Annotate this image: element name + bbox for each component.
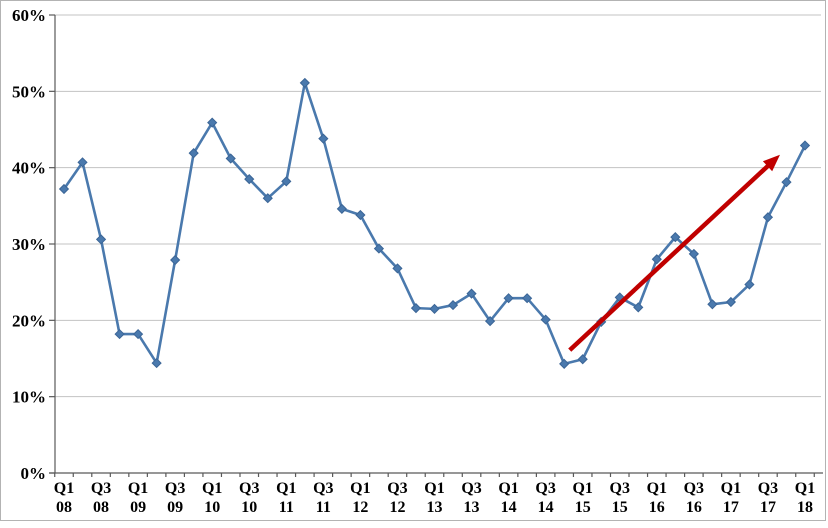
data-point-marker xyxy=(299,77,310,89)
data-point-marker xyxy=(132,328,144,340)
data-point-marker xyxy=(170,254,181,266)
data-point-marker xyxy=(207,117,218,128)
data-point-marker xyxy=(577,354,588,365)
data-point-marker xyxy=(151,357,162,369)
x-tick-label: 13 xyxy=(464,499,480,516)
data-point-marker xyxy=(633,302,644,313)
x-tick-label: Q3 xyxy=(239,480,259,497)
x-tick-label: Q1 xyxy=(498,480,518,497)
data-point-marker xyxy=(188,148,199,159)
data-point-marker xyxy=(58,183,70,195)
x-tick-label: 16 xyxy=(686,499,702,516)
x-tick-label: 15 xyxy=(612,499,628,516)
y-tick-label: 10% xyxy=(12,388,46,407)
trend-arrow-head xyxy=(762,154,780,172)
data-point-marker xyxy=(744,279,755,290)
data-point-marker xyxy=(503,293,514,304)
x-tick-label: Q3 xyxy=(758,480,778,497)
x-tick-label: 10 xyxy=(241,499,257,516)
x-tick-label: Q1 xyxy=(572,480,592,497)
data-point-marker xyxy=(225,153,236,164)
data-point-marker xyxy=(651,254,662,265)
data-point-marker xyxy=(559,358,570,369)
trend-arrow-shaft xyxy=(568,162,772,352)
y-tick-label: 40% xyxy=(12,159,46,178)
x-tick-label: 17 xyxy=(760,499,776,516)
x-tick-label: Q3 xyxy=(461,480,481,497)
series-line xyxy=(62,81,807,366)
data-point-marker xyxy=(781,177,792,188)
data-point-marker xyxy=(447,299,459,311)
data-point-marker xyxy=(466,288,477,299)
x-tick-label: 14 xyxy=(501,499,517,516)
data-point-marker xyxy=(707,299,718,310)
x-tick-label: Q1 xyxy=(795,480,815,497)
x-tick-label: Q1 xyxy=(647,480,667,497)
x-tick-label: Q1 xyxy=(202,480,222,497)
x-tick-label: Q1 xyxy=(424,480,444,497)
data-point-marker xyxy=(262,193,273,204)
x-tick-label: 11 xyxy=(279,499,294,516)
data-point-marker xyxy=(355,209,366,221)
x-tick-label: 10 xyxy=(204,499,220,516)
data-point-marker xyxy=(670,232,681,243)
x-tick-label: Q3 xyxy=(535,480,555,497)
x-tick-label: Q3 xyxy=(313,480,333,497)
y-tick-label: 60% xyxy=(12,6,46,25)
x-tick-label: 13 xyxy=(427,499,443,516)
x-tick-label: Q3 xyxy=(387,480,407,497)
data-point-marker xyxy=(281,176,292,187)
y-tick-label: 30% xyxy=(12,235,46,254)
data-point-marker xyxy=(318,133,329,144)
data-point-marker xyxy=(725,296,737,308)
x-tick-label: 09 xyxy=(130,499,146,516)
data-point-marker xyxy=(484,315,496,327)
x-tick-label: Q1 xyxy=(128,480,148,497)
x-tick-label: 16 xyxy=(649,499,665,516)
data-point-marker xyxy=(799,140,811,151)
data-point-marker xyxy=(688,248,699,260)
data-point-marker xyxy=(95,234,107,245)
x-tick-label: Q3 xyxy=(610,480,630,497)
x-tick-label: Q1 xyxy=(350,480,370,497)
data-point-marker xyxy=(410,303,422,314)
x-tick-label: 08 xyxy=(56,499,72,516)
data-point-marker xyxy=(244,174,255,185)
data-point-marker xyxy=(373,243,385,254)
data-point-marker xyxy=(762,212,774,223)
y-tick-label: 0% xyxy=(21,464,47,483)
x-tick-label: Q3 xyxy=(684,480,704,497)
x-tick-label: Q1 xyxy=(54,480,74,497)
data-point-marker xyxy=(114,328,125,340)
x-tick-label: 14 xyxy=(538,499,554,516)
data-point-marker xyxy=(522,293,533,304)
x-tick-label: Q3 xyxy=(165,480,185,497)
data-point-marker xyxy=(429,303,440,314)
x-tick-label: 11 xyxy=(316,499,331,516)
data-point-marker xyxy=(392,263,403,274)
x-tick-label: Q1 xyxy=(276,480,296,497)
y-tick-label: 50% xyxy=(12,82,46,101)
data-point-marker xyxy=(77,157,88,168)
x-tick-label: Q1 xyxy=(721,480,741,497)
x-tick-label: 18 xyxy=(797,499,813,516)
x-tick-label: 12 xyxy=(352,499,368,516)
data-point-marker xyxy=(540,314,551,325)
x-tick-label: Q3 xyxy=(91,480,111,497)
x-tick-label: 08 xyxy=(93,499,109,516)
x-tick-label: 17 xyxy=(723,499,739,516)
y-tick-label: 20% xyxy=(12,311,46,330)
x-tick-label: 09 xyxy=(167,499,183,516)
x-tick-label: 12 xyxy=(389,499,405,516)
data-point-marker xyxy=(336,203,347,214)
x-tick-label: 15 xyxy=(575,499,591,516)
